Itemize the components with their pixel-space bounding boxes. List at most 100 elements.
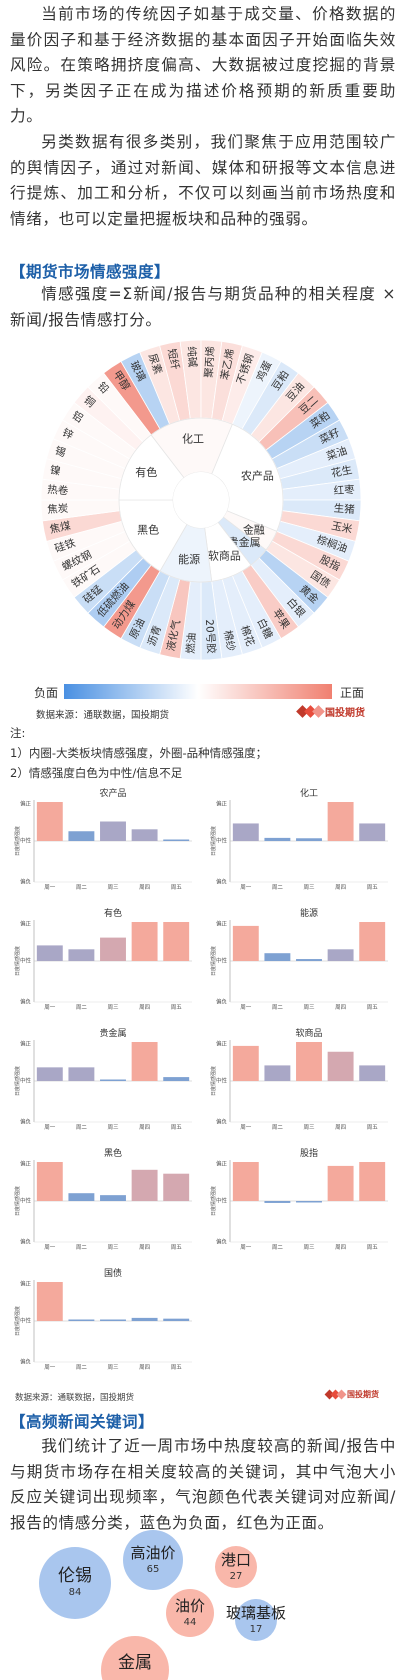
keyword-count: 65 (147, 1564, 160, 1575)
sunburst-outer-label: 菜油 (325, 444, 349, 463)
bar-ytick-label: 偏正 (216, 1160, 228, 1168)
intro-paragraph-2: 另类数据有很多类别，我们聚焦于应用范围较广的舆情因子，通过对新闻、媒体和研报等文… (10, 133, 396, 228)
bar-panel-title: 贵金属 (99, 1028, 126, 1039)
bar-xtick-label: 周一 (44, 1364, 56, 1371)
bar-mark (232, 925, 259, 961)
data-source-1: 数据来源：通联数据，国投期货 (36, 710, 170, 721)
keyword-bubble (123, 1530, 183, 1590)
data-source-2: 数据来源：通联数据，国投期货 (15, 1393, 135, 1403)
bar-xtick-label: 周三 (303, 884, 315, 891)
bar-mark (296, 959, 322, 961)
bar-xtick-label: 周一 (240, 884, 252, 891)
bar-xtick-label: 周三 (303, 1244, 315, 1251)
bar-xtick-label: 周四 (139, 1364, 150, 1371)
bar-mark (163, 1318, 190, 1321)
bar-xtick-label: 周三 (303, 1004, 315, 1011)
bar-mark (264, 837, 291, 841)
bar-ytick-label: 偏正 (20, 920, 32, 928)
keyword-count: 84 (69, 1587, 82, 1598)
legend-negative-label: 负面 (34, 686, 59, 700)
bar-xtick-label: 周一 (44, 1124, 56, 1131)
bar-mark (68, 1319, 95, 1321)
bar-xtick-label: 周四 (335, 1244, 346, 1251)
bar-xtick-label: 周五 (367, 1124, 379, 1131)
bar-ytick-label: 偏负 (216, 1118, 228, 1126)
notes-title: 注: (10, 726, 26, 740)
bar-panel-title: 农产品 (99, 788, 126, 799)
bar-xtick-label: 周五 (171, 1004, 183, 1011)
bar-mark (131, 922, 158, 961)
bar-ytick-label: 中性 (216, 957, 228, 965)
bar-ylabel: 日度情感强度 (210, 826, 217, 856)
bar-xtick-label: 周二 (76, 1244, 88, 1251)
keyword-word: 玻璃基板 (226, 1604, 286, 1622)
sunburst-center (173, 472, 229, 528)
bar-panel-title: 股指 (300, 1148, 318, 1159)
bar-panel-title: 国债 (104, 1268, 122, 1279)
keyword-word: 港口 (221, 1551, 251, 1569)
bar-ylabel: 日度情感强度 (14, 1306, 21, 1336)
bar-xtick-label: 周二 (76, 1124, 88, 1131)
bar-mark (68, 949, 95, 961)
bar-xtick-label: 周五 (367, 884, 379, 891)
sunburst-inner-label: 黑色 (137, 523, 159, 537)
bar-ytick-label: 偏负 (20, 1238, 32, 1246)
bar-ytick-label: 偏正 (20, 800, 32, 808)
bar-ytick-label: 中性 (216, 837, 228, 845)
bar-ytick-label: 中性 (216, 1197, 228, 1205)
bar-mark (327, 1165, 354, 1201)
bar-ytick-label: 中性 (20, 1197, 32, 1205)
bar-ytick-label: 中性 (20, 1317, 32, 1325)
bar-ytick-label: 偏负 (20, 1118, 32, 1126)
keyword-bubble (39, 1547, 111, 1619)
keywords-paragraph: 我们统计了近一周市场中热度较高的新闻/报告中与期货市场存在相关度较高的关键词，其… (10, 1437, 396, 1532)
bar-mark (264, 1065, 291, 1081)
bar-xtick-label: 周二 (76, 884, 88, 891)
bar-ylabel: 日度情感强度 (210, 1186, 217, 1216)
bar-xtick-label: 周三 (107, 1244, 119, 1251)
bar-xtick-label: 周二 (76, 1004, 88, 1011)
bar-mark (36, 1162, 63, 1201)
bar-ytick-label: 偏负 (20, 998, 32, 1006)
sunburst-inner-label: 软商品 (208, 548, 241, 562)
bar-mark (131, 1169, 158, 1201)
bar-ytick-label: 偏负 (20, 878, 32, 886)
sunburst-outer-label: 纯碱 (185, 346, 199, 368)
logo-2: 国投期货 (324, 1389, 379, 1400)
bar-ytick-label: 偏正 (216, 920, 228, 928)
bar-mark (36, 802, 63, 841)
sunburst-outer-label: 20号胶 (203, 619, 218, 655)
sunburst-outer-label: 苯乙烯 (218, 347, 237, 381)
bar-mark (68, 1067, 95, 1081)
bar-mark (100, 1319, 126, 1321)
sunburst-inner-label: 化工 (182, 432, 204, 446)
bar-mark (296, 1042, 322, 1081)
keyword-bubble (215, 1546, 257, 1588)
bar-xtick-label: 周五 (171, 1124, 183, 1131)
legend-positive-label: 正面 (340, 686, 365, 700)
bar-mark (68, 1193, 95, 1201)
keyword-bubble (235, 1599, 277, 1641)
bar-panel-title: 能源 (300, 908, 318, 919)
bar-mark (359, 922, 386, 961)
note-2: 2）情感强度白色为中性/信息不足 (10, 766, 183, 780)
bar-xtick-label: 周二 (76, 1364, 88, 1371)
bar-mark (296, 1201, 322, 1203)
bar-xtick-label: 周四 (139, 1004, 150, 1011)
sunburst-outer-label: 沥青 (145, 624, 164, 648)
bar-ylabel: 日度情感强度 (14, 946, 21, 976)
intro-paragraph-1: 当前市场的传统因子如基于成交量、价格数据的量价因子和基于经济数据的基本面因子开始… (10, 5, 396, 125)
sunburst-outer-label: 玉米 (330, 519, 354, 536)
bar-ytick-label: 偏正 (216, 800, 228, 808)
bar-mark (36, 1282, 63, 1321)
sunburst-outer-label: 燃油 (184, 632, 198, 654)
sunburst-outer-label: 镍 (49, 463, 62, 478)
note-1: 1）内圈-大类板块情感强度，外圈-品种情感强度； (10, 746, 268, 760)
bar-mark (264, 953, 291, 961)
bar-ytick-label: 偏正 (20, 1160, 32, 1168)
bar-xtick-label: 周四 (139, 1124, 150, 1131)
